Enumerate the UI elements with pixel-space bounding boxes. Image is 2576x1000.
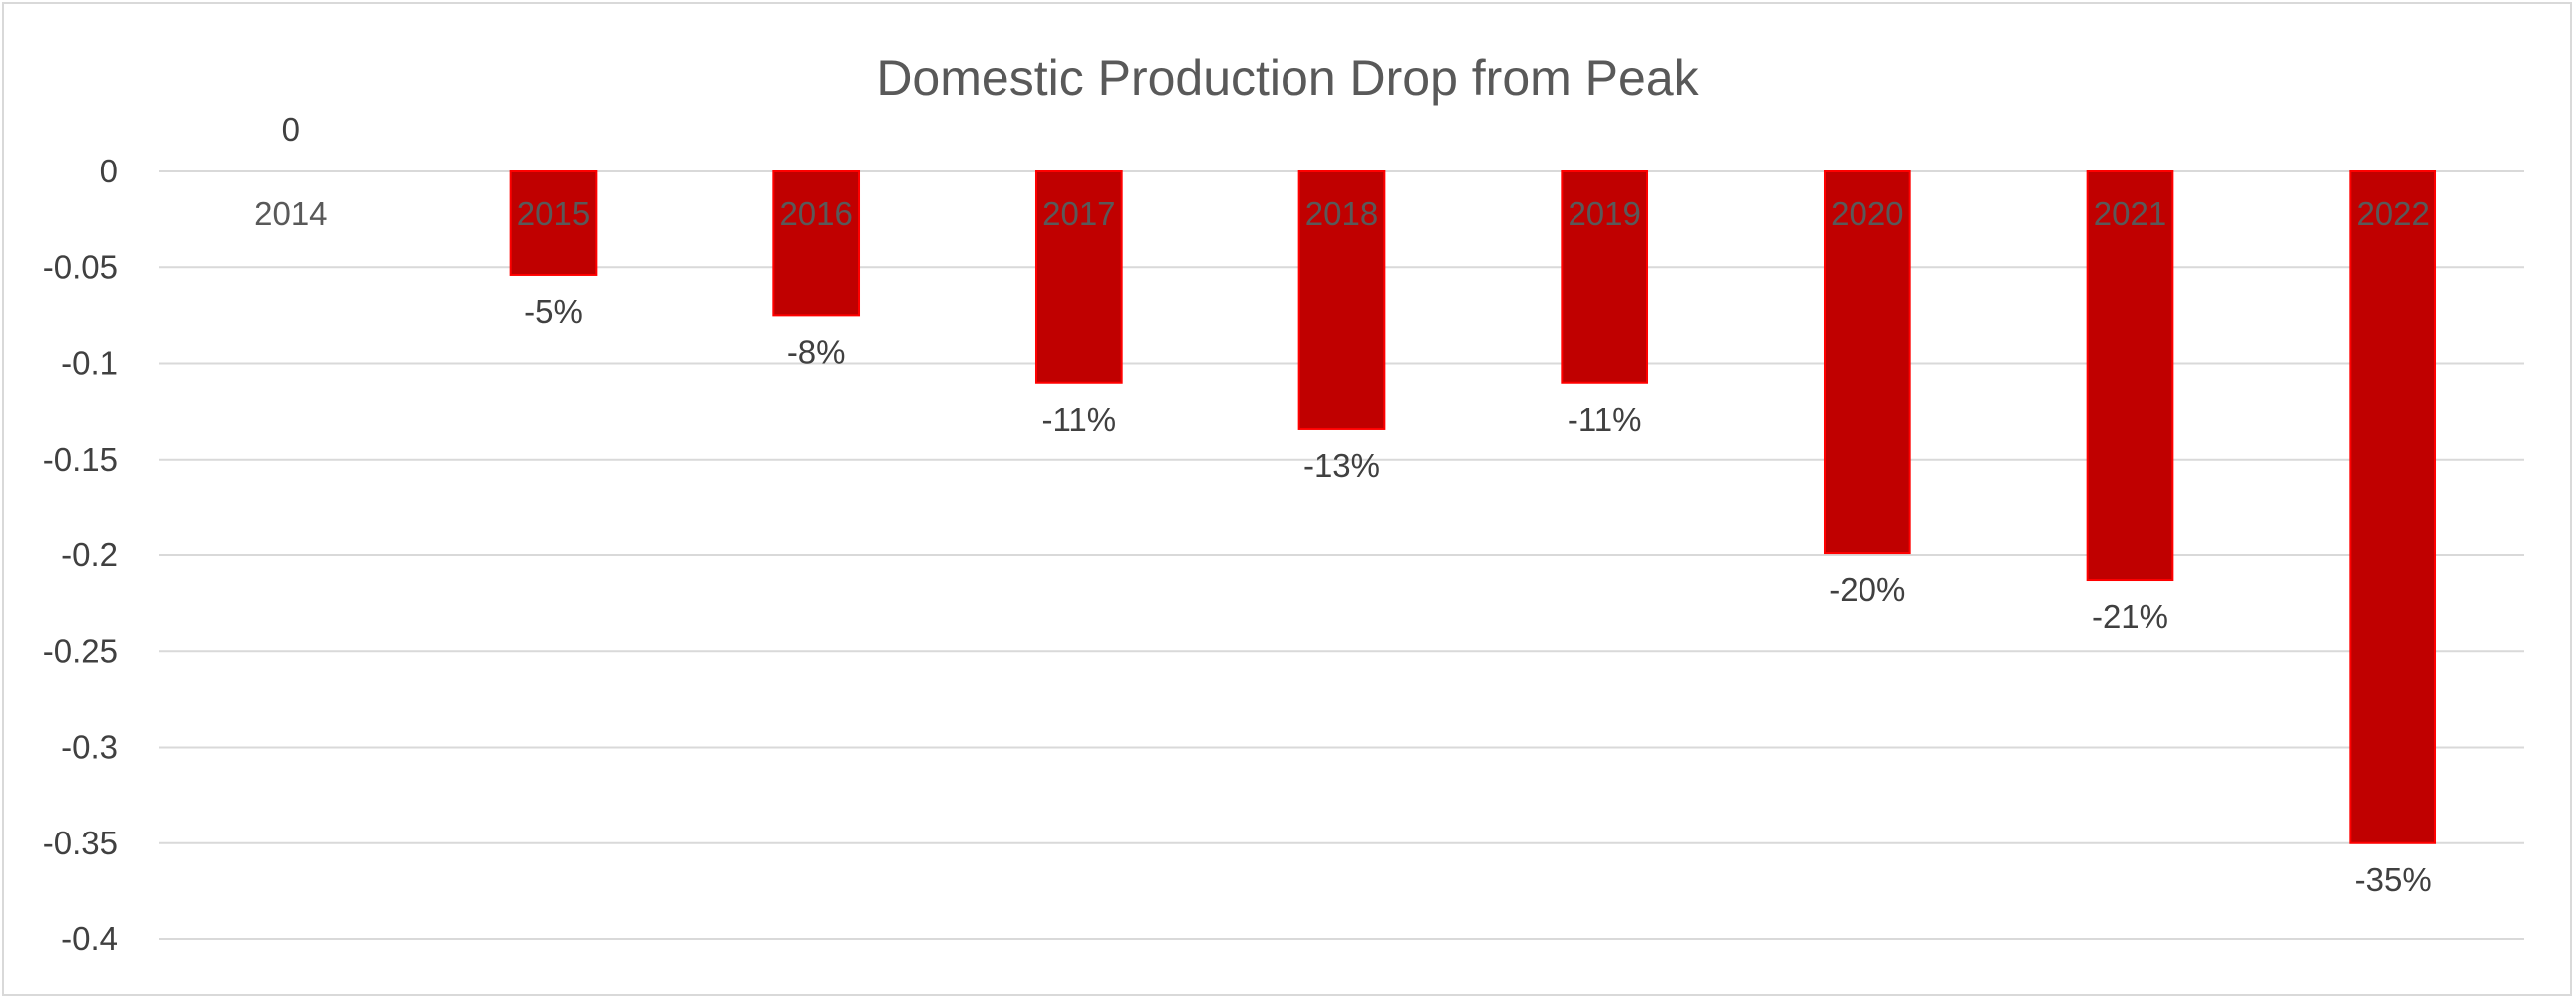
x-tick-label: 2015: [517, 195, 590, 232]
bar-2016: [772, 170, 861, 317]
data-labels: 0 -5% -8% -11% -13% -11% -20% -21% -35%: [282, 111, 2432, 898]
data-label: -21%: [2092, 598, 2168, 635]
bar-2021: [2086, 170, 2174, 582]
bar-2019: [1561, 170, 1649, 384]
data-label: -8%: [787, 333, 846, 370]
bar-2020: [1823, 170, 1911, 555]
y-tick-label: -0.15: [43, 441, 118, 478]
data-label: -11%: [1568, 401, 1642, 438]
x-tick-label: 2017: [1042, 195, 1115, 232]
y-tick-label: -0.4: [61, 920, 118, 957]
y-tick-label: -0.25: [43, 632, 118, 669]
x-tick-label: 2018: [1305, 195, 1378, 232]
y-tick-label: -0.1: [61, 345, 118, 382]
bar-2017: [1034, 170, 1123, 384]
x-tick-label: 2022: [2356, 195, 2429, 232]
y-tick-label: -0.35: [43, 825, 118, 861]
data-label: -5%: [524, 293, 583, 330]
y-tick-label: -0.3: [61, 729, 118, 766]
y-tick-label: 0: [100, 153, 118, 189]
bar-2015: [509, 170, 598, 276]
chart-title: Domestic Production Drop from Peak: [876, 50, 1699, 106]
data-label: -13%: [1303, 447, 1380, 484]
x-tick-label: 2019: [1568, 195, 1640, 232]
bars: [509, 170, 2437, 844]
data-label: -20%: [1829, 571, 1905, 608]
data-label: -11%: [1042, 401, 1117, 438]
x-axis-ticks: 2014 2015 2016 2017 2018 2019 2020 2021 2022: [254, 195, 2430, 232]
data-label: -35%: [2355, 861, 2432, 898]
bar-2018: [1297, 170, 1386, 430]
y-axis-ticks: 0 -0.05 -0.1 -0.15 -0.2 -0.25 -0.3 -0.35 -0.4: [43, 153, 118, 957]
x-tick-label: 2021: [2094, 195, 2166, 232]
x-tick-label: 2016: [779, 195, 852, 232]
y-tick-label: -0.05: [43, 248, 118, 285]
y-tick-label: -0.2: [61, 536, 118, 573]
data-label: 0: [282, 111, 300, 148]
x-tick-label: 2020: [1831, 195, 1903, 232]
x-tick-label: 2014: [254, 195, 327, 232]
bar-2022: [2349, 170, 2437, 844]
